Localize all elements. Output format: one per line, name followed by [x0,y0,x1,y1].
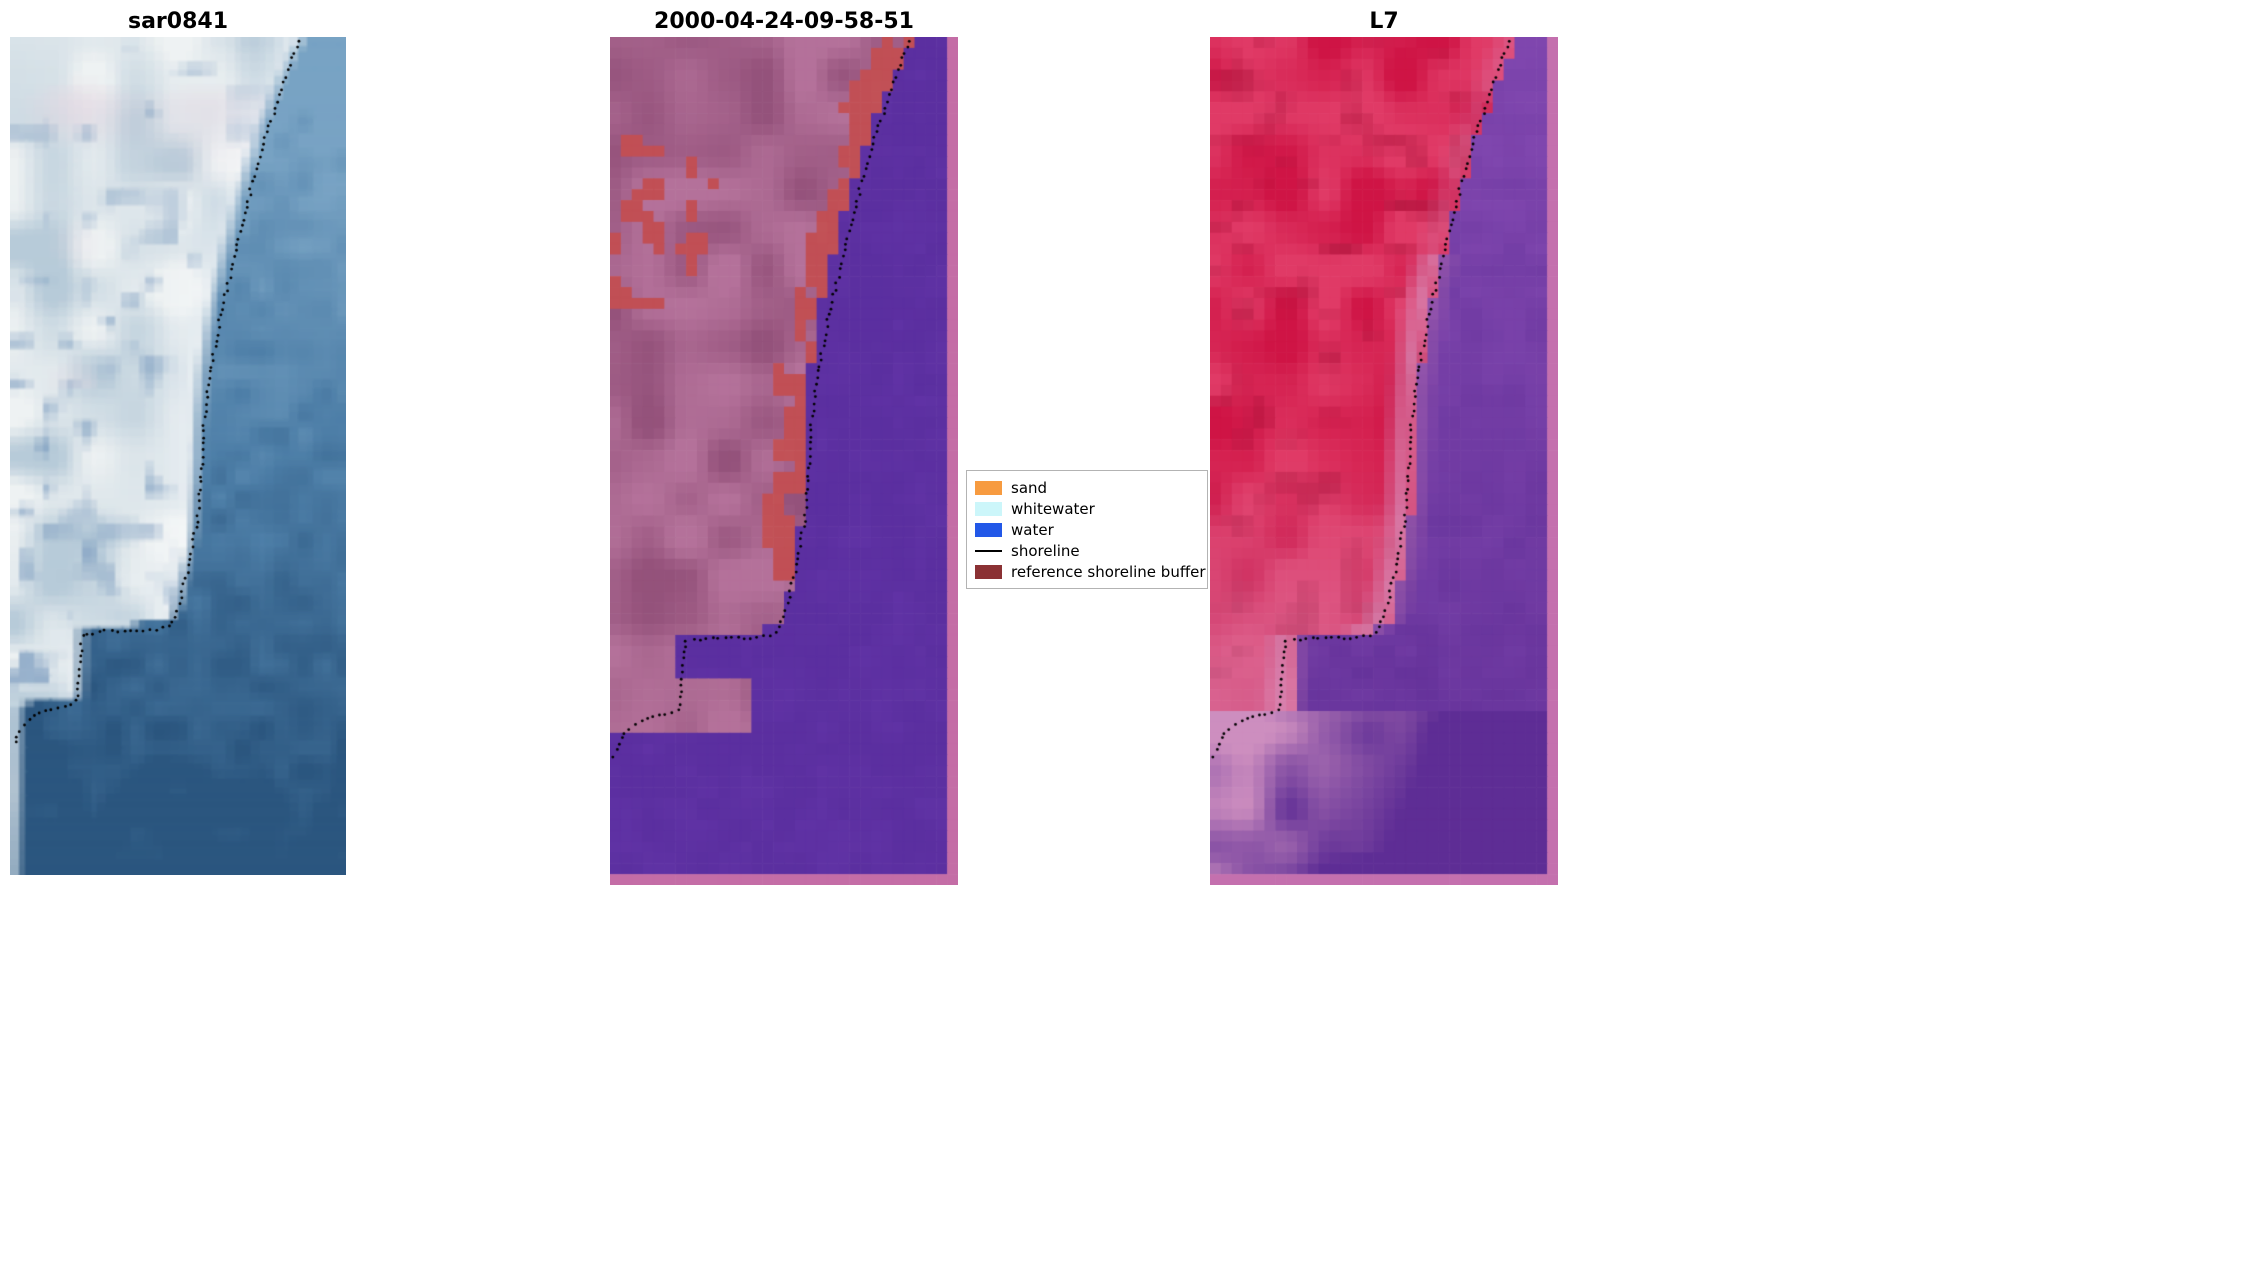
panel-title-l7: L7 [1369,9,1399,34]
panel-title-classified: 2000-04-24-09-58-51 [654,9,914,34]
water-swatch [975,522,1002,537]
panel-sar0841: sar0841 [10,9,346,875]
whitewater-swatch [975,501,1002,516]
legend-label-shoreline: shoreline [1011,541,1080,560]
legend-item-whitewater: whitewater [975,498,1199,519]
legend-label-water: water [1011,520,1054,539]
legend-label-whitewater: whitewater [1011,499,1095,518]
legend-item-water: water [975,519,1199,540]
legend-label-sand: sand [1011,478,1048,497]
classified-image [610,37,958,885]
shoreline-line-swatch [975,549,1002,552]
panel-classified: 2000-04-24-09-58-51 [610,9,958,885]
legend-label-reference-buffer: reference shoreline buffer [1011,562,1206,581]
legend-item-reference-buffer: reference shoreline buffer [975,561,1206,582]
legend: sand whitewater water shoreline referenc… [966,470,1208,589]
sand-swatch [975,480,1002,495]
panel-l7: L7 [1210,9,1558,885]
sar0841-image [10,37,346,875]
legend-item-sand: sand [975,477,1199,498]
legend-item-shoreline: shoreline [975,540,1199,561]
l7-image [1210,37,1558,885]
reference-buffer-swatch [975,564,1002,579]
panel-title-sar0841: sar0841 [127,9,229,34]
